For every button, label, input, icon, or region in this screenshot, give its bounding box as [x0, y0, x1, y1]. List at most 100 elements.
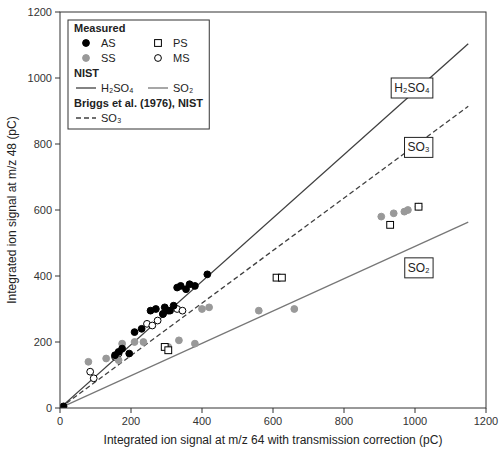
legend-label: SO₃	[101, 112, 121, 124]
y-tick-label: 600	[34, 204, 52, 216]
point	[204, 271, 211, 278]
point	[206, 304, 213, 311]
annotation-box	[405, 137, 433, 157]
legend-group-title: Briggs et al. (1976), NIST	[74, 97, 203, 109]
point	[90, 375, 97, 382]
point	[126, 350, 133, 357]
legend-handle	[76, 87, 96, 88]
point	[60, 403, 67, 408]
annotation: SO₂	[405, 258, 433, 278]
point	[131, 339, 138, 346]
point	[278, 274, 285, 281]
x-tick-label: 800	[335, 415, 353, 427]
y-tick	[55, 408, 60, 409]
legend-handle	[155, 55, 162, 62]
axes: 0 200 400 600 800 1000 1200 0 200 400 600 800 1000 12…	[28, 6, 499, 427]
point	[140, 339, 147, 346]
x-tick	[415, 408, 416, 413]
data	[60, 44, 468, 408]
legend-label: H₂SO₄	[101, 82, 134, 94]
point	[179, 307, 186, 314]
point	[131, 329, 138, 336]
y-tick-label: 1000	[28, 72, 52, 84]
y-tick-label: 1200	[28, 6, 52, 18]
x-tick	[486, 408, 487, 413]
y-tick-label: 200	[34, 336, 52, 348]
annotation-text: SO₃	[408, 140, 430, 154]
point	[199, 306, 206, 313]
reference-line	[60, 222, 468, 408]
y-tick-label: 0	[46, 402, 52, 414]
annotation-text: H₂SO₄	[394, 81, 430, 95]
plot-frame	[60, 12, 486, 408]
point	[170, 302, 177, 309]
chart: 0 200 400 600 800 1000 1200 0 200 400 600 800 1000 12…	[0, 0, 500, 454]
y-axis-label: Integrated ion signal at m/z 48 (pC)	[5, 116, 19, 303]
y-tick	[55, 342, 60, 343]
x-tick	[344, 408, 345, 413]
annotation-box	[405, 258, 433, 278]
legend: Measured AS PS SS MS NISTH₂SO₄ SO₂ Briggs et al…	[68, 20, 209, 129]
legend-label: MS	[173, 52, 190, 64]
x-tick-label: 200	[122, 415, 140, 427]
point-series	[87, 306, 186, 382]
x-tick-label: 1000	[403, 415, 427, 427]
point-series	[60, 271, 211, 408]
x-tick	[273, 408, 274, 413]
annotation-box	[391, 78, 433, 98]
reference-line	[60, 106, 468, 408]
point	[165, 347, 172, 354]
point	[85, 358, 92, 365]
y-tick	[55, 12, 60, 13]
legend-box	[68, 20, 209, 129]
x-tick-label: 0	[57, 415, 63, 427]
legend-handle	[83, 40, 90, 47]
point	[154, 317, 161, 324]
point	[378, 213, 385, 220]
point	[255, 307, 262, 314]
point-series	[85, 203, 422, 365]
legend-label: PS	[173, 37, 188, 49]
point	[152, 306, 159, 313]
point	[149, 322, 156, 329]
point	[405, 207, 412, 214]
point	[291, 306, 298, 313]
legend-label: AS	[101, 37, 116, 49]
x-tick-label: 1200	[474, 415, 498, 427]
point	[387, 221, 394, 228]
legend-group-title: NIST	[74, 67, 99, 79]
legend-label: SO₂	[173, 82, 193, 94]
legend-label: SS	[101, 52, 116, 64]
y-tick	[55, 144, 60, 145]
legend-handle	[148, 87, 168, 88]
point	[390, 210, 397, 217]
legend-group-title: Measured	[74, 22, 125, 34]
x-tick	[202, 408, 203, 413]
y-tick-label: 400	[34, 270, 52, 282]
point	[415, 203, 422, 210]
legend-handle	[76, 117, 96, 118]
x-tick	[60, 408, 61, 413]
annotations: H₂SO₄ SO₃ SO₂	[391, 78, 433, 278]
point	[176, 337, 183, 344]
point	[87, 368, 94, 375]
y-tick	[55, 276, 60, 277]
annotation: SO₃	[405, 137, 433, 157]
point	[119, 345, 126, 352]
annotation-text: SO₂	[408, 261, 430, 275]
y-tick-label: 800	[34, 138, 52, 150]
point	[192, 340, 199, 347]
x-tick-label: 600	[264, 415, 282, 427]
legend-content: Measured AS PS SS MS NISTH₂SO₄ SO₂ Briggs et al…	[74, 22, 203, 124]
point	[415, 203, 422, 210]
annotation: H₂SO₄	[391, 78, 433, 98]
y-tick	[55, 78, 60, 79]
y-tick	[55, 210, 60, 211]
point	[138, 325, 145, 332]
x-axis-label: Integrated ion signal at m/z 64 with tra…	[104, 433, 443, 447]
legend-handle	[83, 55, 90, 62]
x-tick-label: 400	[193, 415, 211, 427]
x-tick	[131, 408, 132, 413]
point	[103, 355, 110, 362]
point	[192, 283, 199, 290]
